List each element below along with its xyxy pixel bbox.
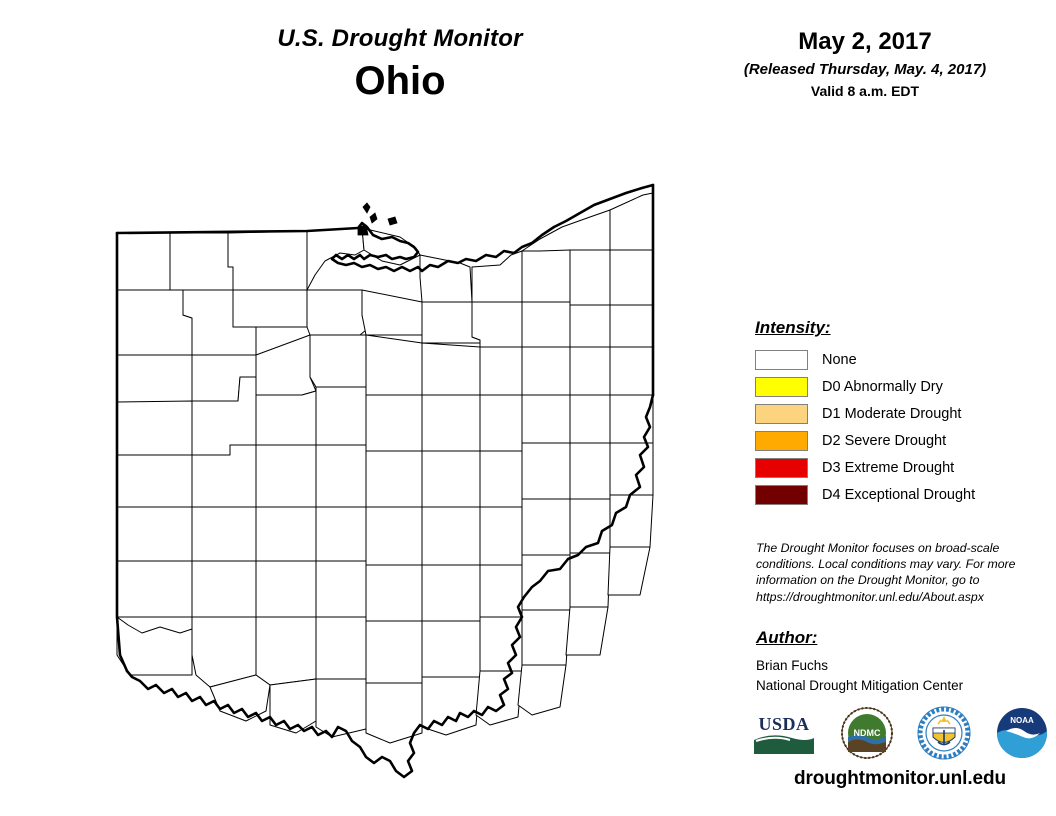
map-date: May 2, 2017: [798, 28, 932, 55]
release-date: (Released Thursday, May. 4, 2017): [743, 60, 987, 78]
disclaimer-line-1: The Drought Monitor focuses on broad-sca…: [756, 541, 1000, 555]
legend-swatch-d2: [755, 430, 808, 451]
lake-erie-islands: [357, 202, 398, 236]
legend-swatch-d0: [755, 376, 808, 397]
legend-label-d3: D3 Extreme Drought: [822, 459, 955, 476]
author-block: Author: Brian Fuchs National Drought Mit…: [756, 628, 1036, 697]
legend-item-d3[interactable]: D3 Extreme Drought: [755, 455, 1045, 480]
legend-label-d0: D0 Abnormally Dry: [822, 378, 943, 395]
disclaimer-text: The Drought Monitor focuses on broad-sca…: [756, 540, 1024, 605]
usda-seal-logo[interactable]: [917, 706, 971, 760]
author-organization: National Drought Mitigation Center: [756, 678, 964, 694]
disclaimer-about-link[interactable]: https://droughtmonitor.unl.edu/About.asp…: [756, 589, 984, 604]
legend-swatch-none: [755, 349, 808, 370]
ohio-state-outline: [115, 183, 655, 779]
author-heading: Author:: [756, 628, 818, 647]
author-name: Brian Fuchs: [756, 658, 829, 673]
disclaimer-line-2: conditions. Local conditions may vary. F…: [756, 557, 1016, 572]
legend-item-d2[interactable]: D2 Severe Drought: [755, 428, 1045, 453]
valid-time: Valid 8 a.m. EDT: [810, 83, 920, 100]
state-title: Ohio: [354, 59, 446, 104]
ohio-map-svg: [115, 183, 655, 779]
title-block: U.S. Drought Monitor Ohio: [120, 25, 680, 104]
legend-swatch-d1: [755, 403, 808, 424]
legend-item-none[interactable]: None: [755, 347, 1045, 372]
page-title: U.S. Drought Monitor: [277, 25, 523, 52]
legend-label-d1: D1 Moderate Drought: [822, 405, 962, 422]
legend-item-d1[interactable]: D1 Moderate Drought: [755, 401, 1045, 426]
site-url[interactable]: droughtmonitor.unl.edu: [793, 768, 1007, 789]
svg-text:USDA: USDA: [758, 714, 809, 734]
legend-title: Intensity:: [755, 318, 831, 337]
legend-label-d4: D4 Exceptional Drought: [822, 486, 976, 503]
logo-row: USDA NDMC: [752, 704, 1048, 762]
noaa-logo[interactable]: NOAA: [996, 707, 1048, 759]
ohio-counties: [116, 192, 654, 744]
legend-swatch-d3: [755, 457, 808, 478]
ohio-drought-map[interactable]: [70, 155, 710, 795]
ndmc-logo[interactable]: NDMC: [840, 707, 893, 759]
legend-label-d2: D2 Severe Drought: [822, 432, 947, 449]
date-block: May 2, 2017 (Released Thursday, May. 4, …: [700, 28, 1030, 100]
svg-text:NDMC: NDMC: [853, 728, 880, 738]
legend-label-none: None: [822, 351, 857, 368]
legend-item-d0[interactable]: D0 Abnormally Dry: [755, 374, 1045, 399]
legend-item-d4[interactable]: D4 Exceptional Drought: [755, 482, 1045, 507]
legend-swatch-d4: [755, 484, 808, 505]
legend-panel: Intensity: None D0 Abnormally Dry D1 Mod…: [755, 318, 1045, 509]
disclaimer-line-3: information on the Drought Monitor, go t…: [756, 573, 980, 588]
svg-text:NOAA: NOAA: [1010, 716, 1034, 725]
usda-logo[interactable]: USDA: [752, 710, 816, 756]
